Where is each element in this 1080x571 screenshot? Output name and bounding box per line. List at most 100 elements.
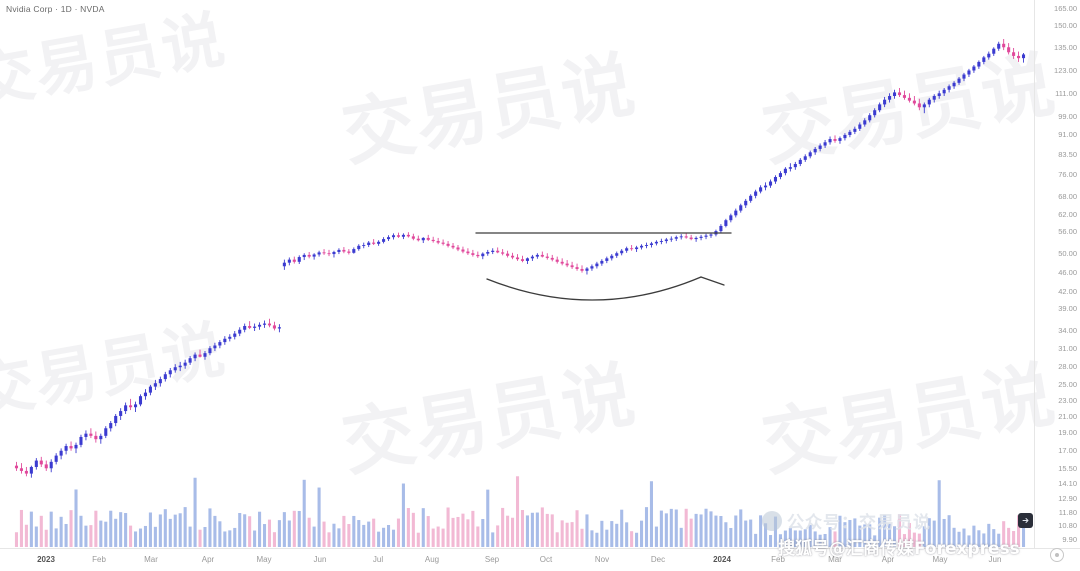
share-icon[interactable] [1018, 513, 1033, 528]
candle-body [461, 249, 465, 252]
candle-body [907, 97, 911, 101]
candle-body [39, 460, 43, 465]
volume-bar [897, 514, 902, 547]
volume-bar [972, 525, 976, 547]
volume-bar [754, 533, 758, 547]
time-axis-tick: 2024 [713, 555, 731, 564]
volume-bar [957, 531, 961, 547]
chart-plot-area[interactable] [0, 0, 1035, 548]
cup-curve[interactable] [486, 276, 702, 301]
candle-body [759, 187, 763, 192]
volume-bar [679, 527, 683, 547]
time-axis-tick: Feb [771, 555, 785, 564]
volume-bar [1012, 531, 1016, 547]
candle-body [501, 252, 505, 254]
volume-bar [858, 525, 862, 547]
volume-bar [585, 514, 589, 547]
candle-body [317, 252, 321, 255]
candle-body [347, 251, 351, 253]
volume-bar [902, 534, 906, 547]
volume-bar [377, 531, 381, 547]
volume-bar [535, 512, 539, 547]
volume-bar [540, 507, 544, 547]
info-icon[interactable] [1050, 548, 1064, 562]
candle-body [555, 259, 559, 262]
candle-body [322, 252, 326, 254]
candle-body [764, 185, 768, 188]
volume-bar [19, 509, 23, 547]
volume-bar [838, 515, 842, 547]
volume-bar [734, 515, 738, 547]
volume-bar [471, 510, 475, 547]
candle-body [987, 53, 991, 58]
volume-bar [426, 516, 430, 547]
volume-bar [992, 529, 996, 547]
candle-body [451, 245, 455, 248]
volume-bar [233, 527, 237, 547]
volume-bar [719, 516, 723, 547]
price-axis-tick: 99.00 [1058, 112, 1077, 121]
price-axis-tick: 83.50 [1058, 150, 1077, 159]
candle-body [590, 266, 594, 269]
volume-bar [49, 511, 53, 547]
price-axis[interactable]: 165.00 150.00 135.00 123.00 111.00 99.00 91.00… [1034, 0, 1080, 548]
volume-bar [833, 531, 837, 547]
candle-body [912, 100, 916, 104]
candle-body [674, 237, 678, 239]
price-axis-tick: 19.00 [1058, 428, 1077, 437]
time-axis-tick: Nov [594, 555, 610, 564]
candle-body [1002, 43, 1006, 48]
candle-body [382, 239, 386, 242]
volume-bar [223, 531, 227, 547]
candle-body [84, 433, 88, 437]
volume-bar [942, 518, 946, 547]
volume-bar [421, 508, 425, 547]
candle-body [476, 254, 480, 257]
time-axis-tick: Apr [881, 555, 895, 564]
candle-body [560, 261, 564, 264]
candle-body [124, 405, 128, 412]
account-watermark-banner: 公众号：交易员说 [762, 508, 931, 533]
volume-bar [788, 527, 792, 547]
candle-body [540, 254, 544, 257]
candle-body [788, 167, 792, 169]
candle-body [1012, 52, 1016, 56]
candle-body [272, 325, 276, 329]
candle-body [243, 326, 247, 330]
candle-body [426, 237, 430, 240]
time-axis[interactable]: 2023 Feb Mar Apr May Jun Jul Aug Sep Oct Nov Dec 202… [0, 548, 1080, 571]
volume-bar [922, 526, 926, 547]
time-axis-tick: May [932, 555, 948, 564]
candle-body [704, 235, 708, 237]
candle-body [436, 241, 440, 243]
volume-bar [704, 508, 708, 547]
candle-body [134, 404, 138, 408]
volume-bar [446, 507, 450, 547]
drawing-annotations[interactable] [475, 232, 732, 301]
volume-bar [575, 510, 579, 547]
candle-body [94, 435, 98, 440]
volume-bar [153, 526, 157, 547]
volume-bar [511, 517, 515, 547]
candle-body [258, 324, 262, 327]
volume-series [14, 476, 1026, 547]
candle-body [307, 254, 311, 257]
volume-bar [605, 529, 609, 547]
volume-bar [570, 522, 574, 547]
candle-body [654, 241, 658, 244]
price-axis-tick: 123.00 [1054, 66, 1077, 75]
candle-body [431, 239, 435, 242]
candle-body [669, 238, 673, 240]
volume-bar [947, 515, 951, 547]
volume-bar [491, 532, 495, 547]
candle-body [411, 236, 415, 239]
volume-bar [307, 517, 311, 547]
price-axis-tick: 14.10 [1058, 479, 1077, 488]
handle-line[interactable] [700, 276, 725, 286]
candle-body [734, 210, 738, 216]
candle-body [868, 115, 872, 121]
volume-bar [124, 513, 128, 547]
volume-bar [520, 510, 525, 547]
volume-bar [382, 527, 386, 547]
price-axis-tick: 11.80 [1058, 508, 1077, 517]
